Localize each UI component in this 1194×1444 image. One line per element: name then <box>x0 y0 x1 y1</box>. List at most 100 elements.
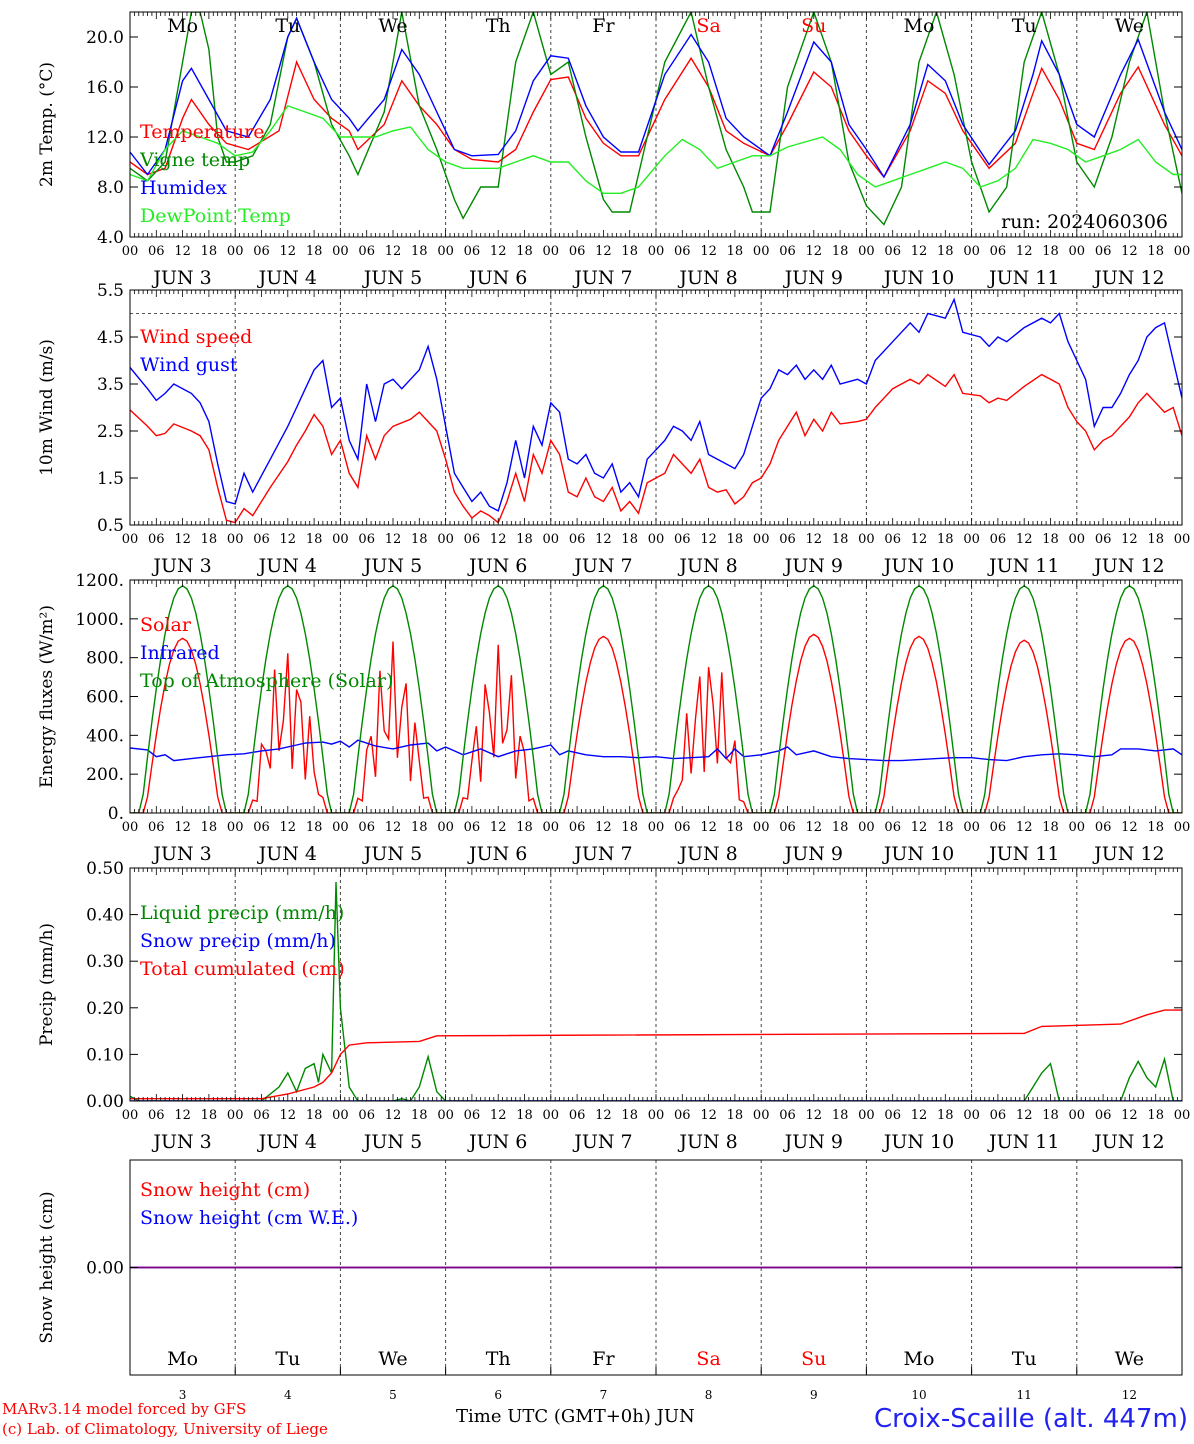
date-label: JUN 5 <box>362 555 422 577</box>
panel-snow: 0.00 Snow height (cm) Snow height (cm) Snow… <box>37 1159 1183 1402</box>
hour-label: 06 <box>358 244 375 259</box>
hour-label: 12 <box>280 820 297 835</box>
hour-label: 12 <box>280 1108 297 1123</box>
hour-label: 12 <box>595 820 612 835</box>
series-line-dewpoint-temp <box>130 104 1182 194</box>
date-label: JUN 4 <box>257 555 317 577</box>
day-name-label: We <box>1115 1348 1144 1370</box>
date-label: JUN 12 <box>1092 843 1164 865</box>
date-label: JUN 4 <box>257 267 317 289</box>
hour-label: 18 <box>937 244 954 259</box>
hour-label: 00 <box>437 820 454 835</box>
hour-label: 00 <box>543 820 560 835</box>
day-name-label: Tu <box>275 15 300 37</box>
legend-entry: Snow height (cm W.E.) <box>140 1207 358 1229</box>
hour-label: 18 <box>201 820 218 835</box>
hour-label: 18 <box>1147 532 1164 547</box>
legend-entry: Temperature <box>140 121 264 143</box>
date-label: JUN 6 <box>467 267 527 289</box>
y-tick-label: 0.40 <box>86 906 124 926</box>
day-number-label: 6 <box>494 1388 502 1402</box>
panel-temp: 4.0 8.0 12.0 16.0 20.0 2m Temp. (°C) Temperatu… <box>37 11 1191 289</box>
day-name-label: Mo <box>904 15 935 37</box>
hour-label: 18 <box>306 244 323 259</box>
hour-label: 00 <box>1174 244 1191 259</box>
hour-label: 00 <box>1174 1108 1191 1123</box>
hour-label: 00 <box>122 820 139 835</box>
hour-label: 06 <box>779 244 796 259</box>
hour-label: 06 <box>779 1108 796 1123</box>
y-tick-label: 4.5 <box>97 328 124 348</box>
hour-label: 18 <box>516 244 533 259</box>
day-name-label: Fr <box>592 15 615 37</box>
y-tick-label: 8.0 <box>97 178 124 198</box>
hour-label: 00 <box>963 244 980 259</box>
hour-label: 06 <box>148 820 165 835</box>
date-label: JUN 3 <box>151 555 211 577</box>
hour-label: 06 <box>674 1108 691 1123</box>
hour-label: 12 <box>490 820 507 835</box>
plot-frame <box>129 11 1183 238</box>
hour-label: 18 <box>516 820 533 835</box>
hour-label: 06 <box>1095 820 1112 835</box>
hour-label: 18 <box>727 244 744 259</box>
hour-label: 12 <box>1121 244 1138 259</box>
hour-label: 12 <box>911 532 928 547</box>
y-tick-label: 5.5 <box>97 281 124 301</box>
hour-label: 06 <box>990 532 1007 547</box>
day-name-label: Tu <box>275 1348 300 1370</box>
hour-label: 18 <box>621 820 638 835</box>
hour-label: 00 <box>753 820 770 835</box>
hour-label: 00 <box>332 1108 349 1123</box>
hour-label: 12 <box>385 244 402 259</box>
date-label: JUN 10 <box>882 555 954 577</box>
legend-entry: Top of Atmosphere (Solar) <box>140 670 393 692</box>
hour-label: 12 <box>1016 244 1033 259</box>
day-number-label: 12 <box>1122 1388 1137 1402</box>
hour-label: 06 <box>464 244 481 259</box>
date-label: JUN 3 <box>151 843 211 865</box>
date-label: JUN 12 <box>1092 1131 1164 1153</box>
hour-label: 12 <box>595 532 612 547</box>
day-number-label: 10 <box>911 1388 926 1402</box>
hour-label: 00 <box>1174 820 1191 835</box>
y-tick-label: 0.5 <box>97 516 124 536</box>
hour-label: 06 <box>674 244 691 259</box>
hour-label: 00 <box>963 532 980 547</box>
hour-label: 00 <box>963 820 980 835</box>
date-label: JUN 4 <box>257 1131 317 1153</box>
hour-label: 18 <box>411 532 428 547</box>
date-label: JUN 12 <box>1092 555 1164 577</box>
y-tick-label: 4.0 <box>97 228 124 248</box>
hour-label: 00 <box>543 1108 560 1123</box>
hour-label: 00 <box>1069 1108 1086 1123</box>
hour-label: 18 <box>832 244 849 259</box>
y-tick-label: 0.50 <box>86 859 124 879</box>
hour-label: 06 <box>569 244 586 259</box>
hour-label: 06 <box>358 532 375 547</box>
y-tick-label: 0.00 <box>86 1259 124 1279</box>
hour-label: 06 <box>569 532 586 547</box>
hour-label: 06 <box>464 532 481 547</box>
date-label: JUN 9 <box>783 555 843 577</box>
hour-label: 00 <box>227 820 244 835</box>
series-line-liquid-precip-mm-h- <box>130 881 1182 1101</box>
panel-precip: 0.00 0.10 0.20 0.30 0.40 0.50 Precip (mm/h) Liq… <box>37 859 1191 1153</box>
time-axis-month: JUN <box>656 1406 695 1427</box>
hour-label: 18 <box>516 532 533 547</box>
hour-label: 12 <box>174 1108 191 1123</box>
hour-label: 06 <box>464 1108 481 1123</box>
hour-label: 18 <box>727 1108 744 1123</box>
hour-label: 06 <box>990 820 1007 835</box>
run-label: run: 2024060306 <box>1001 211 1168 233</box>
hour-label: 00 <box>227 244 244 259</box>
date-label: JUN 8 <box>677 1131 737 1153</box>
y-tick-label: 800. <box>86 649 124 669</box>
hour-label: 12 <box>911 1108 928 1123</box>
hour-label: 06 <box>464 820 481 835</box>
series-group <box>130 12 1182 226</box>
hour-label: 00 <box>543 244 560 259</box>
hour-label: 18 <box>1147 1108 1164 1123</box>
day-number-label: 4 <box>284 1388 292 1402</box>
